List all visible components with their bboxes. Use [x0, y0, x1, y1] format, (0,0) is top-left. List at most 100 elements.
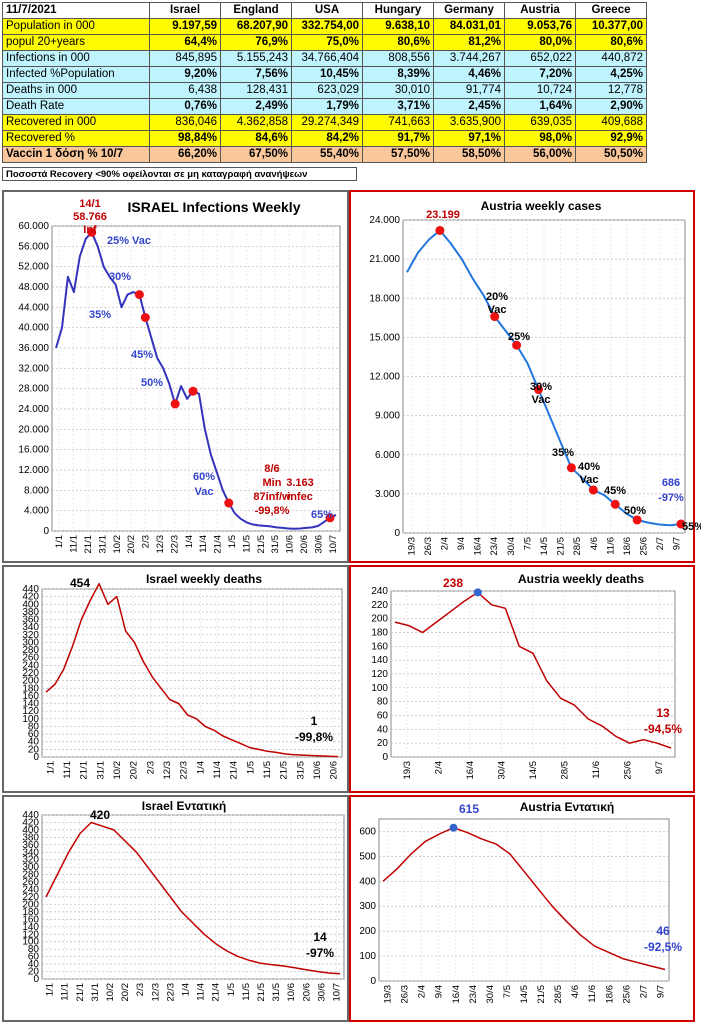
table-cell: 836,046: [149, 114, 221, 131]
data-marker: [188, 386, 198, 396]
table-row: popul 20+years 64,4% 76,9% 75,0% 80,6% 81,2% 8…: [2, 34, 647, 51]
annotation-label: 50%: [141, 377, 163, 389]
x-tick-label: 11/4: [198, 535, 209, 553]
table-row: Population in 000 9.197,59 68.207,90 332.75…: [2, 18, 647, 35]
annotation-label: 8/6: [264, 463, 279, 475]
table-cell: 34.766,404: [291, 50, 363, 67]
x-tick-label: 9/7: [672, 537, 683, 550]
table-cell: 84.031,01: [433, 18, 505, 35]
y-tick-label: 120: [22, 929, 39, 940]
x-tick-label: 23/4: [489, 537, 500, 556]
x-tick-label: 18/6: [622, 537, 633, 556]
x-tick-label: 22/3: [165, 983, 176, 1002]
x-tick-label: 20/6: [299, 535, 310, 554]
israel-infections-chart: 0 4.000 8.000 12.000 16.000 20.000 24.000 28.00…: [18, 198, 341, 554]
x-tick-label: 21/4: [229, 761, 240, 780]
x-tick-label: 1/4: [184, 535, 195, 548]
table-cell: 67,50%: [220, 146, 292, 163]
data-marker: [170, 399, 180, 409]
x-tick-label: 11/4: [196, 983, 207, 1001]
y-tick-label: 400: [22, 825, 39, 836]
y-tick-label: 60: [377, 711, 389, 722]
x-tick-label: 11/5: [241, 983, 252, 1001]
table-cell: 1,79%: [291, 98, 363, 115]
y-tick-label: 0: [43, 526, 49, 537]
data-marker: [449, 823, 458, 832]
x-tick-label: 21/5: [536, 985, 547, 1004]
table-cell: 91,774: [433, 82, 505, 99]
country-header: Greece: [575, 2, 647, 19]
table-row: Recovered in 000 836,046 4.362,858 29.274,3…: [2, 114, 647, 131]
table-cell: 56,00%: [504, 146, 576, 163]
y-tick-label: 440: [22, 810, 39, 821]
x-tick-label: 12/3: [162, 761, 173, 780]
x-tick-label: 10/6: [285, 535, 296, 554]
x-tick-label: 2/7: [655, 537, 666, 550]
y-tick-label: 12.000: [369, 372, 400, 383]
chart-title: ISRAEL Infections Weekly: [128, 199, 301, 215]
series-line: [45, 582, 339, 758]
annotation-label: Vac: [532, 394, 551, 406]
y-tick-label: 21.000: [369, 254, 400, 265]
x-tick-label: 10/2: [105, 983, 116, 1002]
x-tick-label: 31/1: [97, 535, 108, 554]
country-header: Germany: [433, 2, 505, 19]
annotation-label: -99,8%: [255, 505, 290, 517]
y-tick-label: 220: [22, 668, 39, 679]
y-tick-label: 220: [22, 892, 39, 903]
data-marker: [325, 513, 335, 523]
annotation-label: Vac: [195, 486, 214, 498]
x-tick-label: 1/1: [45, 761, 56, 774]
table-cell: 29.274,349: [291, 114, 363, 131]
data-marker: [87, 227, 97, 237]
table-cell: 98,84%: [149, 130, 221, 147]
y-tick-label: 440: [22, 584, 39, 595]
chart-title: Israel Εντατική: [142, 799, 226, 813]
table-cell: 3.744,267: [433, 50, 505, 67]
austria-icu-chart: 0 100 200 300 400 500 600 19/3 26/3 2/4 9/4 16/4 23/…: [359, 800, 682, 1004]
table-cell: 7,56%: [220, 66, 292, 83]
y-tick-label: 240: [371, 586, 388, 597]
x-tick-label: 11/5: [241, 535, 252, 553]
y-tick-label: 280: [22, 645, 39, 656]
table-cell: 92,9%: [575, 130, 647, 147]
table-cell: 80,0%: [504, 34, 576, 51]
table-cell: 7,20%: [504, 66, 576, 83]
y-tick-label: 80: [377, 697, 389, 708]
y-tick-label: 20: [28, 967, 40, 978]
y-tick-label: 280: [22, 870, 39, 881]
x-tick-label: 21/5: [256, 535, 267, 554]
x-tick-label: 10/2: [112, 535, 123, 554]
y-tick-label: 18.000: [369, 293, 400, 304]
table-cell: 128,431: [220, 82, 292, 99]
x-tick-label: 16/4: [465, 761, 476, 780]
country-header: Hungary: [362, 2, 434, 19]
x-tick-label: 4/6: [570, 985, 581, 998]
x-tick-label: 20/2: [129, 761, 140, 780]
table-cell: 10,45%: [291, 66, 363, 83]
table-cell: 55,40%: [291, 146, 363, 163]
y-tick-label: 400: [359, 876, 376, 887]
annotation-label: 30%: [109, 271, 131, 283]
table-cell: 75,0%: [291, 34, 363, 51]
y-tick-label: 100: [22, 937, 39, 948]
annotation-label: 45%: [131, 349, 153, 361]
table-cell: 409,688: [575, 114, 647, 131]
israel-icu-panel: 0 20 40 60 80 100 120 140 160 180 200 220 240 260 280 3…: [2, 795, 349, 1022]
annotation-label: 686: [662, 477, 680, 489]
y-tick-label: 80: [28, 944, 40, 955]
annotation-label: Min: [263, 477, 282, 489]
table-row: Death Rate 0,76% 2,49% 1,79% 3,71% 2,45% 1,64%…: [2, 98, 647, 115]
table-cell: 84,2%: [291, 130, 363, 147]
y-tick-label: 8.000: [24, 485, 49, 496]
y-tick-label: 300: [22, 862, 39, 873]
row-label: Death Rate: [2, 98, 150, 115]
x-tick-label: 11/6: [591, 761, 602, 779]
y-tick-label: 28.000: [18, 384, 49, 395]
y-tick-label: 0: [382, 752, 388, 763]
table-cell: 440,872: [575, 50, 647, 67]
y-tick-label: 200: [22, 676, 39, 687]
table-cell: 81,2%: [433, 34, 505, 51]
row-label: Infected %Population: [2, 66, 150, 83]
x-tick-label: 9/7: [655, 985, 666, 998]
